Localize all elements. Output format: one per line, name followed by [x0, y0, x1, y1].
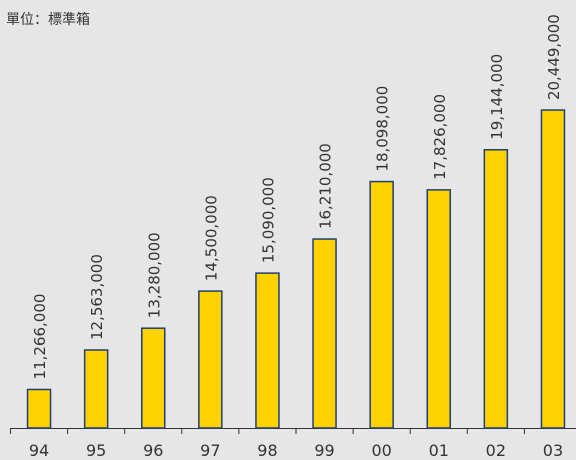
value-label: 15,090,000: [259, 177, 277, 263]
x-tick-label: 99: [314, 441, 334, 460]
x-tick-label: 96: [143, 441, 163, 460]
x-tick-label: 01: [429, 441, 449, 460]
bar: [540, 109, 566, 429]
x-tick-label: 03: [543, 441, 563, 460]
bar: [426, 189, 451, 429]
x-tick-label: 95: [86, 441, 106, 460]
value-label: 12,563,000: [88, 254, 106, 340]
bar: [26, 388, 52, 429]
unit-label: 單位：標準箱: [6, 12, 90, 28]
x-tick-label: 00: [371, 441, 391, 460]
bar: [255, 272, 280, 429]
value-label: 13,280,000: [145, 232, 163, 318]
bar: [369, 180, 394, 429]
bar: [483, 149, 509, 429]
x-tick-label: 94: [29, 441, 49, 460]
x-tick-label: 98: [257, 441, 277, 460]
value-label: 20,449,000: [545, 14, 563, 100]
value-label: 18,098,000: [374, 86, 392, 172]
value-label: 11,266,000: [31, 294, 49, 380]
bar: [198, 290, 223, 429]
bar: [83, 349, 109, 429]
x-tick-label: 02: [486, 441, 506, 460]
x-tick-label: 97: [200, 441, 220, 460]
value-label: 14,500,000: [202, 195, 220, 281]
bar: [312, 238, 337, 429]
value-label: 16,210,000: [317, 143, 335, 229]
value-label: 19,144,000: [488, 54, 506, 140]
value-label: 17,826,000: [431, 94, 449, 180]
bar: [141, 327, 166, 429]
